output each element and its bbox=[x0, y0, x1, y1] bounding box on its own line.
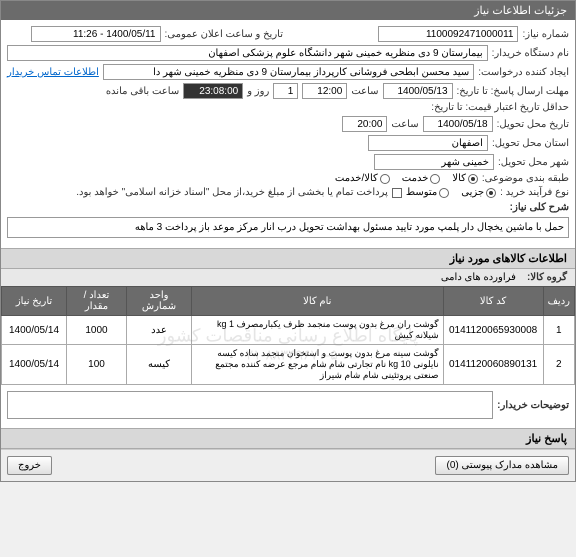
table-row: 10141120065930008گوشت ران مرغ بدون پوست … bbox=[2, 316, 575, 345]
contact-link[interactable]: اطلاعات تماس خریدار bbox=[7, 67, 99, 78]
th-date: تاریخ نیاز bbox=[2, 287, 67, 316]
cell-row: 2 bbox=[543, 345, 574, 385]
table-header-row: ردیف کد کالا نام کالا واحد شمارش تعداد /… bbox=[2, 287, 575, 316]
panel-body: شماره نیاز: 1100092471000011 تاریخ و ساع… bbox=[1, 20, 575, 248]
cell-qty: 100 bbox=[67, 345, 127, 385]
deadline-time-label: ساعت bbox=[351, 86, 378, 97]
radio-icon bbox=[439, 188, 449, 198]
cell-date: 1400/05/14 bbox=[2, 345, 67, 385]
need-number-label: شماره نیاز: bbox=[522, 29, 569, 40]
attachments-button[interactable]: مشاهده مدارک پیوستی (0) bbox=[435, 456, 569, 475]
footer: مشاهده مدارک پیوستی (0) خروج bbox=[1, 449, 575, 481]
buyer-notes-label: توضیحات خریدار: bbox=[497, 400, 569, 411]
buyer-org-label: نام دستگاه خریدار: bbox=[492, 48, 569, 59]
payment-note: پرداخت تمام یا بخشی از مبلغ خرید،از محل … bbox=[76, 187, 388, 198]
radio-label: کالا/خدمت bbox=[335, 173, 378, 184]
announce-field: 1400/05/11 - 11:26 bbox=[31, 26, 161, 42]
desc-label: شرح کلی نیاز: bbox=[510, 202, 569, 213]
items-table: ردیف کد کالا نام کالا واحد شمارش تعداد /… bbox=[1, 286, 575, 385]
cell-unit: عدد bbox=[127, 316, 192, 345]
th-qty: تعداد / مقدار bbox=[67, 287, 127, 316]
requester-label: ایجاد کننده درخواست: bbox=[478, 67, 569, 78]
purchase-radio-group: جزیی متوسط bbox=[406, 187, 496, 198]
budget-radio-goods[interactable]: کالا bbox=[452, 173, 478, 184]
cell-code: 0141120060890131 bbox=[443, 345, 543, 385]
budget-label: طبقه بندی موضوعی: bbox=[482, 173, 569, 184]
panel-title: جزئیات اطلاعات نیاز bbox=[1, 1, 575, 20]
purchase-radio-low[interactable]: جزیی bbox=[461, 187, 496, 198]
radio-label: متوسط bbox=[406, 187, 437, 198]
th-name: نام کالا bbox=[192, 287, 444, 316]
delivery-time-label: ساعت bbox=[391, 119, 418, 130]
purchase-radio-medium[interactable]: متوسط bbox=[406, 187, 449, 198]
delivery-label: تاریخ محل تحویل: bbox=[497, 119, 569, 130]
budget-radio-both[interactable]: کالا/خدمت bbox=[335, 173, 390, 184]
remain-day-label: روز و bbox=[247, 86, 269, 97]
th-row: ردیف bbox=[543, 287, 574, 316]
purchase-type-label: نوع فرآیند خرید : bbox=[500, 187, 569, 198]
radio-icon bbox=[468, 174, 478, 184]
requester-field: سید محسن ابطحی فروشانی کارپرداز بیمارستا… bbox=[103, 64, 474, 80]
radio-label: کالا bbox=[452, 173, 466, 184]
deadline-time-field: 12:00 bbox=[302, 83, 347, 99]
cell-date: 1400/05/14 bbox=[2, 316, 67, 345]
cell-name: گوشت سینه مرغ بدون پوست و استخوان منجمد … bbox=[192, 345, 444, 385]
desc-text: حمل با ماشین یخچال دار پلمپ مورد تایید م… bbox=[7, 217, 569, 238]
group-row: گروه کالا: فراورده های دامی bbox=[1, 269, 575, 286]
items-section-title: اطلاعات کالاهای مورد نیاز bbox=[1, 248, 575, 269]
remain-time-field: 23:08:00 bbox=[183, 83, 243, 99]
validity-label: حداقل تاریخ اعتبار قیمت: تا تاریخ: bbox=[431, 102, 569, 113]
th-unit: واحد شمارش bbox=[127, 287, 192, 316]
deadline-label: مهلت ارسال پاسخ: تا تاریخ: bbox=[457, 86, 569, 97]
deadline-date-field: 1400/05/13 bbox=[383, 83, 453, 99]
city-label: شهر محل تحویل: bbox=[498, 157, 569, 168]
province-field: اصفهان bbox=[368, 135, 488, 151]
group-label: گروه کالا: bbox=[527, 272, 567, 283]
radio-icon bbox=[486, 188, 496, 198]
exit-button[interactable]: خروج bbox=[7, 456, 52, 475]
buyer-org-field: بیمارستان 9 دی منظریه خمینی شهر دانشگاه … bbox=[7, 45, 488, 61]
city-field: خمینی شهر bbox=[374, 154, 494, 170]
notes-section: توضیحات خریدار: bbox=[1, 385, 575, 428]
payment-checkbox[interactable] bbox=[392, 188, 402, 198]
details-panel: جزئیات اطلاعات نیاز شماره نیاز: 11000924… bbox=[0, 0, 576, 482]
announce-label: تاریخ و ساعت اعلان عمومی: bbox=[165, 29, 284, 40]
cell-code: 0141120065930008 bbox=[443, 316, 543, 345]
radio-icon bbox=[430, 174, 440, 184]
delivery-time-field: 20:00 bbox=[342, 116, 387, 132]
radio-label: خدمت bbox=[402, 173, 429, 184]
budget-radio-service[interactable]: خدمت bbox=[402, 173, 441, 184]
group-value: فراورده های دامی bbox=[441, 272, 516, 283]
cell-name: گوشت ران مرغ بدون پوست منجمد ظرف یکبارمص… bbox=[192, 316, 444, 345]
delivery-date-field: 1400/05/18 bbox=[423, 116, 493, 132]
remain-days-field: 1 bbox=[273, 83, 298, 99]
th-code: کد کالا bbox=[443, 287, 543, 316]
buyer-notes-field bbox=[7, 391, 493, 419]
budget-radio-group: کالا خدمت کالا/خدمت bbox=[335, 173, 478, 184]
table-wrap: پایگاه اطلاع رسانی مناقصات کشور ۰۲۱-۸۸۳۴… bbox=[1, 286, 575, 385]
response-section-title: پاسخ نیاز bbox=[1, 428, 575, 449]
radio-label: جزیی bbox=[461, 187, 484, 198]
province-label: استان محل تحویل: bbox=[492, 138, 569, 149]
cell-qty: 1000 bbox=[67, 316, 127, 345]
need-number-field: 1100092471000011 bbox=[378, 26, 518, 42]
remain-label: ساعت باقی مانده bbox=[106, 86, 179, 97]
table-row: 20141120060890131گوشت سینه مرغ بدون پوست… bbox=[2, 345, 575, 385]
cell-row: 1 bbox=[543, 316, 574, 345]
radio-icon bbox=[380, 174, 390, 184]
cell-unit: کیسه bbox=[127, 345, 192, 385]
